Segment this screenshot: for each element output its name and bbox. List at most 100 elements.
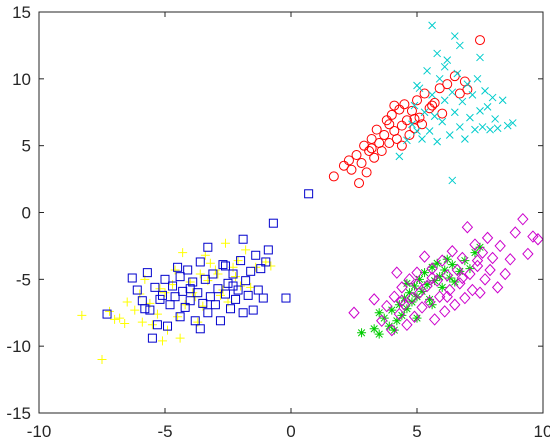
square-point bbox=[165, 300, 175, 310]
square-point bbox=[213, 284, 223, 294]
square-point bbox=[180, 302, 190, 312]
plus-point bbox=[160, 288, 170, 298]
square-point bbox=[203, 242, 213, 252]
square-point bbox=[150, 282, 160, 292]
square-point bbox=[173, 262, 183, 272]
x-point bbox=[420, 108, 429, 117]
square-point bbox=[220, 261, 230, 271]
square-point bbox=[241, 276, 251, 286]
square-point bbox=[251, 250, 261, 260]
square-point bbox=[163, 321, 173, 331]
circle-point bbox=[391, 133, 402, 144]
asterisk-point bbox=[455, 266, 465, 276]
diamond-point bbox=[509, 226, 521, 239]
diamond-point bbox=[439, 305, 451, 318]
diamond-point bbox=[381, 299, 393, 313]
diamond-point bbox=[464, 267, 476, 281]
square-point bbox=[263, 245, 273, 255]
square-point bbox=[198, 298, 208, 308]
diamond-point bbox=[449, 298, 461, 311]
diamond-point bbox=[456, 271, 469, 285]
circle-point bbox=[354, 178, 365, 189]
square-point bbox=[253, 285, 263, 295]
x-axis-tick-labels: -10 -5 0 5 10 bbox=[27, 422, 550, 441]
x-point bbox=[461, 135, 469, 143]
asterisk-point bbox=[440, 265, 450, 275]
square-point bbox=[140, 304, 150, 314]
square-point bbox=[195, 324, 205, 334]
x-point bbox=[413, 81, 421, 90]
x-point bbox=[448, 88, 457, 97]
diamond-point bbox=[396, 294, 408, 307]
asterisk-point bbox=[475, 242, 485, 252]
square-point bbox=[145, 305, 155, 315]
square-point bbox=[238, 308, 248, 318]
square-point bbox=[268, 218, 278, 228]
square-point bbox=[170, 292, 180, 302]
circle-point bbox=[454, 88, 465, 99]
diamond-point bbox=[471, 259, 484, 273]
asterisk-point bbox=[374, 308, 384, 318]
plus-point bbox=[105, 306, 115, 316]
x-point bbox=[443, 56, 452, 64]
square-point bbox=[190, 316, 200, 326]
circle-point bbox=[328, 171, 339, 182]
diamond-point bbox=[459, 291, 471, 305]
circle-point bbox=[399, 99, 410, 110]
diamond-point bbox=[413, 286, 426, 299]
asterisk-point bbox=[425, 294, 435, 304]
diamond-point bbox=[494, 239, 506, 253]
x-point bbox=[486, 125, 494, 134]
x-point bbox=[466, 113, 474, 122]
diamond-point bbox=[411, 278, 423, 291]
y-tick-label: 10 bbox=[12, 70, 31, 89]
square-point bbox=[160, 274, 170, 284]
square-point bbox=[102, 309, 112, 319]
plus-point bbox=[173, 312, 183, 322]
diamond-point bbox=[406, 291, 418, 305]
circle-point bbox=[409, 113, 420, 124]
diamond-point bbox=[391, 266, 403, 279]
asterisk-point bbox=[450, 277, 460, 287]
x-point bbox=[473, 74, 482, 83]
plus-point bbox=[220, 238, 230, 248]
circle-point bbox=[429, 97, 440, 108]
circle-point bbox=[346, 164, 357, 175]
plus-point bbox=[122, 297, 132, 307]
circle-point bbox=[384, 137, 395, 148]
diamond-point bbox=[479, 273, 491, 286]
diamond-point bbox=[474, 286, 486, 299]
square-point bbox=[304, 189, 314, 199]
asterisk-point bbox=[357, 328, 367, 338]
diamond-point bbox=[418, 250, 431, 263]
asterisk-point bbox=[397, 310, 407, 320]
plus-point bbox=[200, 250, 210, 260]
square-point bbox=[228, 269, 238, 279]
y-tick-label: -10 bbox=[6, 337, 31, 356]
plus-point bbox=[115, 313, 125, 323]
square-point bbox=[168, 281, 178, 291]
asterisk-point bbox=[384, 321, 394, 331]
asterisk-point bbox=[374, 329, 384, 339]
square-point bbox=[258, 293, 268, 303]
plus-point bbox=[77, 310, 87, 320]
circle-point bbox=[417, 119, 428, 130]
circle-point bbox=[404, 129, 415, 140]
x-point bbox=[413, 127, 421, 135]
plus-point bbox=[130, 305, 140, 315]
diamond-point bbox=[423, 295, 436, 309]
x-tick-label: 5 bbox=[412, 422, 421, 441]
x-point bbox=[463, 80, 472, 89]
plus-point bbox=[170, 265, 180, 275]
plus-point bbox=[175, 333, 185, 343]
circle-point bbox=[371, 124, 382, 135]
asterisk-point bbox=[417, 286, 427, 296]
x-point bbox=[455, 41, 464, 50]
diamond-point bbox=[471, 254, 484, 267]
circle-point bbox=[364, 146, 375, 157]
square-point bbox=[127, 273, 137, 283]
circle-point bbox=[396, 140, 407, 151]
diamond-point bbox=[411, 266, 423, 279]
y-tick-label: 15 bbox=[12, 3, 31, 22]
asterisk-point bbox=[447, 260, 457, 270]
